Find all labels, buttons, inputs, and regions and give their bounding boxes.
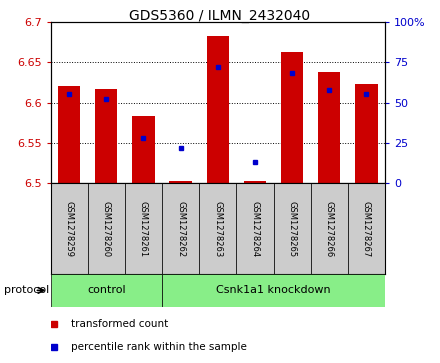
Bar: [51, 274, 162, 307]
Bar: [274, 183, 311, 274]
Bar: [162, 183, 199, 274]
Bar: [88, 183, 125, 274]
Text: GSM1278261: GSM1278261: [139, 201, 148, 257]
Text: protocol: protocol: [4, 285, 50, 295]
Bar: [58, 86, 81, 183]
Text: transformed count: transformed count: [71, 319, 168, 329]
Bar: [132, 116, 154, 183]
Text: GSM1278262: GSM1278262: [176, 201, 185, 257]
Text: GSM1278267: GSM1278267: [362, 201, 371, 257]
Text: GSM1278263: GSM1278263: [213, 201, 222, 257]
Bar: [244, 181, 266, 183]
Bar: [125, 183, 162, 274]
Text: GSM1278259: GSM1278259: [65, 201, 73, 257]
Bar: [95, 89, 117, 183]
Bar: [169, 181, 192, 183]
Bar: [281, 53, 303, 183]
Text: control: control: [87, 285, 126, 295]
Bar: [51, 183, 88, 274]
Bar: [311, 183, 348, 274]
Bar: [162, 274, 385, 307]
Bar: [318, 72, 341, 183]
Text: GSM1278265: GSM1278265: [288, 201, 297, 257]
Bar: [199, 183, 236, 274]
Bar: [348, 183, 385, 274]
Bar: [236, 183, 274, 274]
Text: GDS5360 / ILMN_2432040: GDS5360 / ILMN_2432040: [129, 9, 311, 23]
Text: GSM1278266: GSM1278266: [325, 201, 334, 257]
Text: GSM1278260: GSM1278260: [102, 201, 111, 257]
Text: Csnk1a1 knockdown: Csnk1a1 knockdown: [216, 285, 331, 295]
Text: percentile rank within the sample: percentile rank within the sample: [71, 342, 246, 352]
Text: GSM1278264: GSM1278264: [250, 201, 260, 257]
Bar: [207, 36, 229, 183]
Bar: [355, 84, 378, 183]
